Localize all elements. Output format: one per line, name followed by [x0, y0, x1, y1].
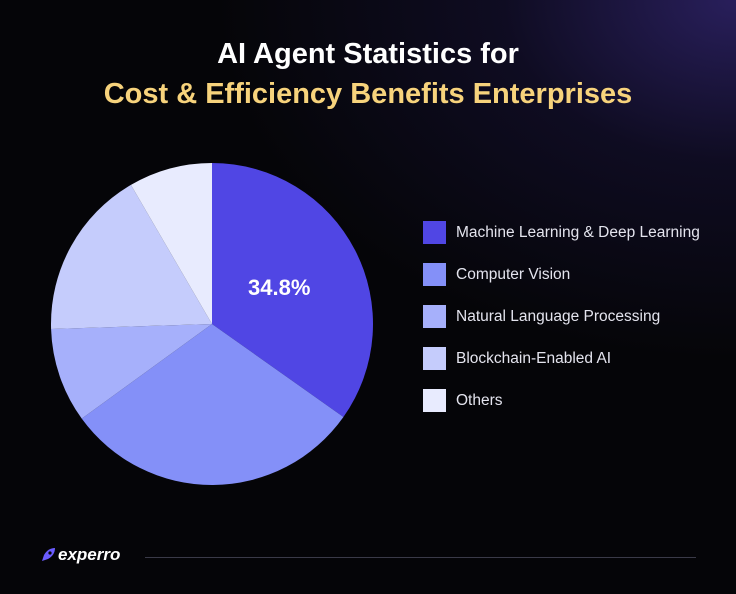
logo-text: experro [58, 545, 121, 564]
legend-item: Computer Vision [423, 263, 700, 286]
legend-swatch [423, 347, 446, 370]
legend-item: Blockchain-Enabled AI [423, 347, 700, 370]
legend-item: Machine Learning & Deep Learning [423, 221, 700, 244]
chart-legend: Machine Learning & Deep Learning Computer… [423, 221, 700, 431]
legend-swatch [423, 263, 446, 286]
legend-label: Computer Vision [456, 265, 571, 283]
legend-label: Natural Language Processing [456, 307, 661, 325]
legend-item: Natural Language Processing [423, 305, 700, 328]
pie-slice-2 [81, 324, 344, 486]
legend-swatch [423, 389, 446, 412]
pie-slice-1 [212, 163, 374, 417]
legend-swatch [423, 221, 446, 244]
legend-label: Others [456, 391, 503, 409]
pie-slice-5 [130, 163, 212, 324]
legend-swatch [423, 305, 446, 328]
pie-slice-3 [51, 324, 213, 419]
slice-data-label: 34.8% [248, 275, 310, 300]
rocket-icon [42, 548, 55, 561]
footer-divider [145, 557, 696, 558]
pie-slice-4 [51, 184, 212, 330]
chart-subtitle: Cost & Efficiency Benefits Enterprises [103, 78, 633, 110]
legend-label: Machine Learning & Deep Learning [456, 223, 700, 241]
legend-item: Others [423, 389, 700, 412]
experro-logo: experro [40, 545, 120, 565]
chart-title: AI Agent Statistics for [217, 38, 519, 70]
legend-label: Blockchain-Enabled AI [456, 349, 612, 367]
